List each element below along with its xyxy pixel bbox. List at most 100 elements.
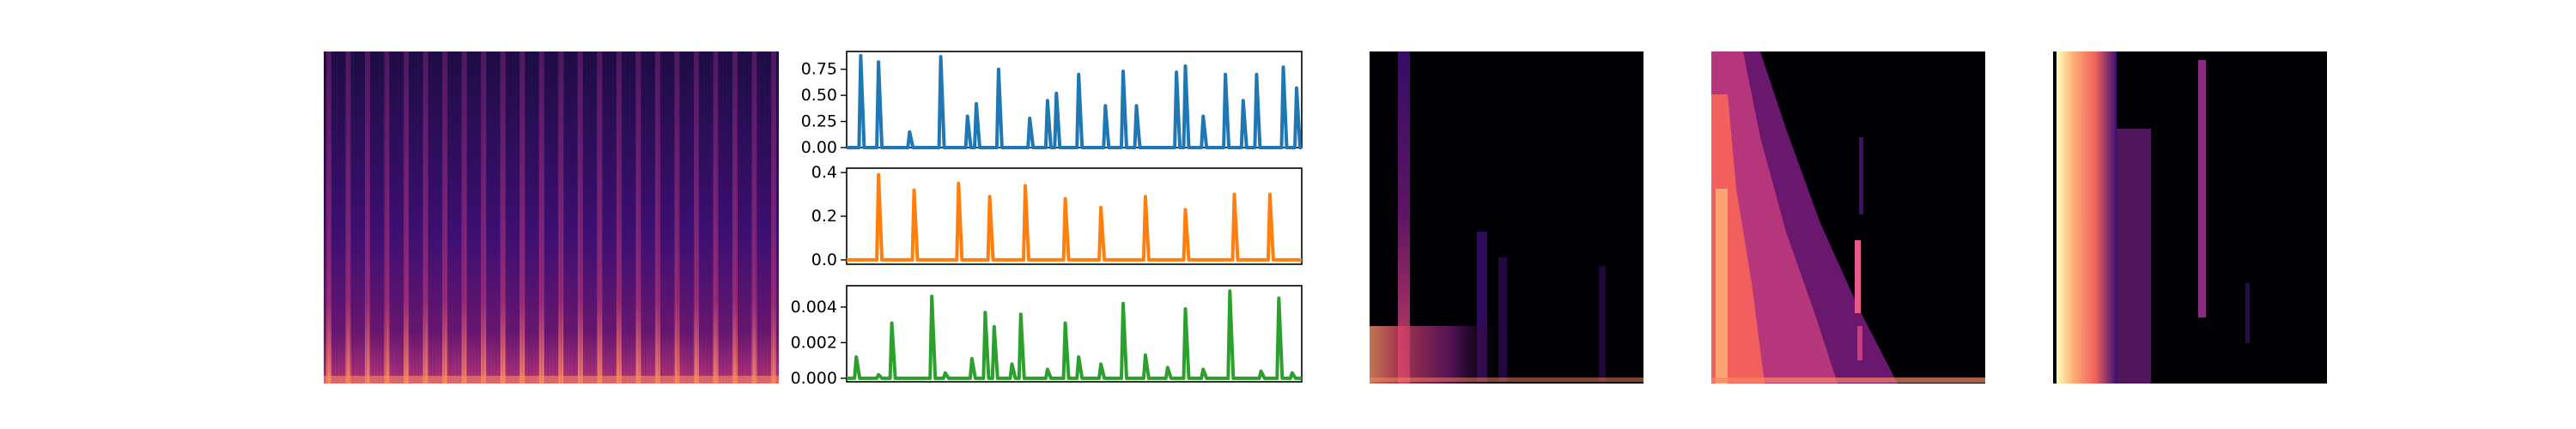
spectrogram-onset-stripe <box>635 51 641 384</box>
y-tick-label: 0.000 <box>791 369 837 388</box>
pink-speckle <box>1857 326 1862 360</box>
spectrogram-texture-line <box>758 51 760 384</box>
spectrogram-texture-line <box>677 51 679 384</box>
purple-column <box>2198 60 2206 317</box>
spectrogram-texture-line <box>359 51 361 384</box>
spectrogram-texture-line <box>479 51 481 384</box>
spectrogram-onset-stripe <box>616 51 622 384</box>
spectrogram-texture-line <box>349 51 351 384</box>
spectrogram-onset-stripe <box>558 51 564 384</box>
spectrogram-texture-line <box>700 51 702 384</box>
spectrogram-texture-line <box>589 51 591 384</box>
spectrogram-texture-line <box>382 51 384 384</box>
bright-column <box>1398 51 1410 384</box>
spectrogram-texture-line <box>437 51 439 384</box>
spectrogram-texture-line <box>554 51 556 384</box>
spectrogram-stripes <box>324 51 776 384</box>
spectrogram-texture-line <box>658 51 659 384</box>
spectrogram-texture-line <box>632 51 634 384</box>
spectrogram-onset-stripe <box>713 51 719 384</box>
spectrogram-texture-line <box>648 51 649 384</box>
spectrogram-onset-stripe <box>674 51 680 384</box>
spectrogram-onset-stripe <box>404 51 410 384</box>
spectrogram-texture-line <box>550 51 552 384</box>
spectrogram-texture-line <box>408 51 410 384</box>
spectrogram-texture-line <box>515 51 517 384</box>
spectrogram-texture-line <box>430 51 432 384</box>
spectrogram-onset-stripe <box>751 51 757 384</box>
line-plot-orange: 0.0 0.2 0.4 <box>811 163 1303 269</box>
spectrogram-onset-stripe <box>422 51 428 384</box>
spectrogram-texture-line <box>618 51 620 384</box>
spectrogram-onset-stripe <box>442 51 448 384</box>
spectrogram-texture-line <box>722 51 724 384</box>
spectrogram-texture-line <box>339 51 341 384</box>
spectrogram-texture-line <box>521 51 523 384</box>
y-tick-label: 0.002 <box>791 333 837 352</box>
spectrogram-texture-line <box>716 51 718 384</box>
spectrogram-texture-line <box>541 51 543 384</box>
spectrogram-texture-line <box>395 51 397 384</box>
spectrogram-texture-line <box>326 51 328 384</box>
heatmap-panel-3 <box>1370 51 1643 384</box>
spectrogram-texture-line <box>654 51 656 384</box>
spectrogram-texture-line <box>459 51 461 384</box>
spectrogram-texture-line <box>690 51 692 384</box>
spectrogram-texture-line <box>508 51 510 384</box>
spectrogram-texture-line <box>576 51 578 384</box>
spectrogram-texture-line <box>355 51 357 384</box>
y-ticks: 0.000 0.002 0.004 <box>791 298 847 388</box>
spectrogram-texture-line <box>333 51 335 384</box>
spectrogram-texture-line <box>635 51 636 384</box>
spectrogram-texture-line <box>456 51 458 384</box>
spectrogram-texture-line <box>472 51 474 384</box>
faint-column <box>2245 283 2250 343</box>
spectrogram-texture-line <box>696 51 698 384</box>
spectrogram-texture-line <box>379 51 380 384</box>
spectrogram-texture-line <box>667 51 669 384</box>
spectrogram-texture-line <box>693 51 695 384</box>
spectrogram-texture-line <box>366 51 368 384</box>
spectrogram-texture-line <box>398 51 399 384</box>
spectrogram-texture-line <box>742 51 744 384</box>
spectrogram-texture-line <box>586 51 588 384</box>
spectrogram-texture-line <box>771 51 773 384</box>
spectrogram-texture-line <box>707 51 708 384</box>
bottom-line <box>1370 378 1643 382</box>
spectrogram-texture-line <box>450 51 452 384</box>
heatmap-panel-5 <box>2053 51 2327 384</box>
spectrogram-texture-line <box>709 51 711 384</box>
spectrogram-panel <box>324 51 779 384</box>
spectrogram-texture-line <box>605 51 607 384</box>
spectrogram-texture-line <box>324 51 325 384</box>
spectrogram-texture-line <box>372 51 374 384</box>
spectrogram-texture-line <box>489 51 490 384</box>
spectrogram-texture-line <box>583 51 585 384</box>
pink-speckle <box>1855 240 1861 313</box>
spectrogram-texture-line <box>599 51 601 384</box>
spectrogram-texture-line <box>609 51 611 384</box>
spectrogram-onset-stripe <box>538 51 544 384</box>
spectrogram-texture-line <box>726 51 727 384</box>
spectrogram-texture-line <box>544 51 546 384</box>
spectrogram-texture-line <box>528 51 530 384</box>
spectrogram-texture-line <box>765 51 767 384</box>
spectrogram-texture-line <box>501 51 503 384</box>
spectrogram-texture-line <box>499 51 501 384</box>
spectrogram-texture-line <box>470 51 471 384</box>
spectrogram-onset-stripe <box>693 51 699 384</box>
spectrogram-texture-line <box>616 51 617 384</box>
spectrogram-texture-line <box>547 51 549 384</box>
spectrogram-texture-line <box>580 51 581 384</box>
spectrogram-texture-line <box>388 51 390 384</box>
spectrogram-onset-stripe <box>771 51 776 384</box>
spectrogram-texture-line <box>749 51 750 384</box>
y-tick-label: 0.004 <box>791 298 837 317</box>
spectrogram-texture-line <box>641 51 643 384</box>
spectrogram-texture-line <box>638 51 640 384</box>
axes-frame <box>846 51 1303 148</box>
y-tick-label: 0.75 <box>801 60 837 79</box>
bright-band <box>2057 51 2117 384</box>
spectrogram-image <box>324 51 779 384</box>
